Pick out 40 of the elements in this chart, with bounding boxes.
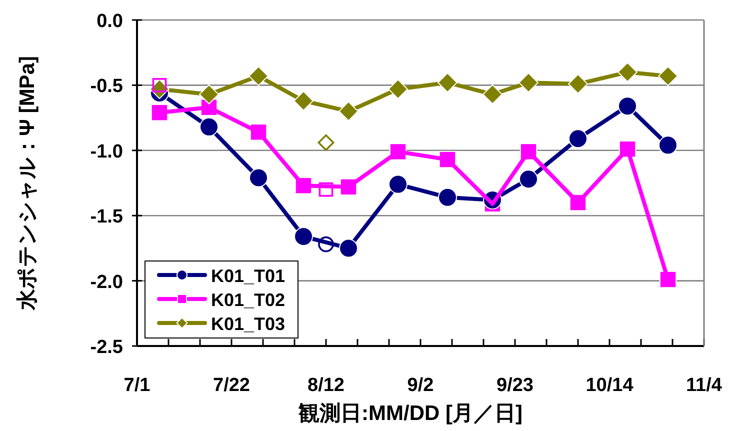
point [519, 170, 538, 189]
y-tick-label: -1.0 [90, 141, 123, 162]
y-axis-title: 水ポテンシャル：Ψ [MPa] [16, 56, 39, 311]
point [568, 129, 588, 148]
point [199, 84, 219, 104]
point [294, 226, 313, 246]
x-tick-label: 10/14 [586, 375, 634, 396]
point [388, 174, 408, 194]
point [658, 66, 678, 86]
point [339, 238, 358, 258]
point [658, 136, 678, 155]
point [482, 84, 502, 104]
point [248, 66, 268, 86]
point [318, 182, 334, 197]
point [438, 72, 458, 93]
x-tick-label: 8/12 [308, 375, 344, 396]
point [518, 72, 538, 93]
y-tick-label: 0.0 [96, 11, 123, 32]
y-tick-label: -0.5 [90, 76, 124, 98]
point [568, 74, 588, 94]
point [249, 168, 268, 188]
y-tick-label: -1.5 [90, 206, 124, 228]
legend-label: K01_T01 [211, 266, 286, 286]
x-tick-label: 9/2 [407, 375, 434, 396]
point [338, 101, 358, 122]
point [388, 79, 408, 100]
x-axis-title: 観測日:MM/DD [月／日] [298, 402, 522, 425]
point [294, 90, 314, 111]
x-tick-label: 7/22 [213, 375, 250, 396]
legend-label: K01_T03 [211, 314, 286, 334]
x-tick-label: 9/23 [496, 375, 534, 396]
point [200, 117, 218, 136]
x-tick-label: 7/1 [124, 375, 151, 396]
point [618, 62, 638, 82]
x-tick-label: 11/4 [686, 375, 722, 396]
y-tick-label: -2.0 [90, 272, 123, 293]
point [618, 96, 637, 116]
point [438, 188, 457, 207]
y-tick-label: -2.5 [90, 337, 124, 358]
legend-label: K01_T02 [211, 290, 286, 310]
